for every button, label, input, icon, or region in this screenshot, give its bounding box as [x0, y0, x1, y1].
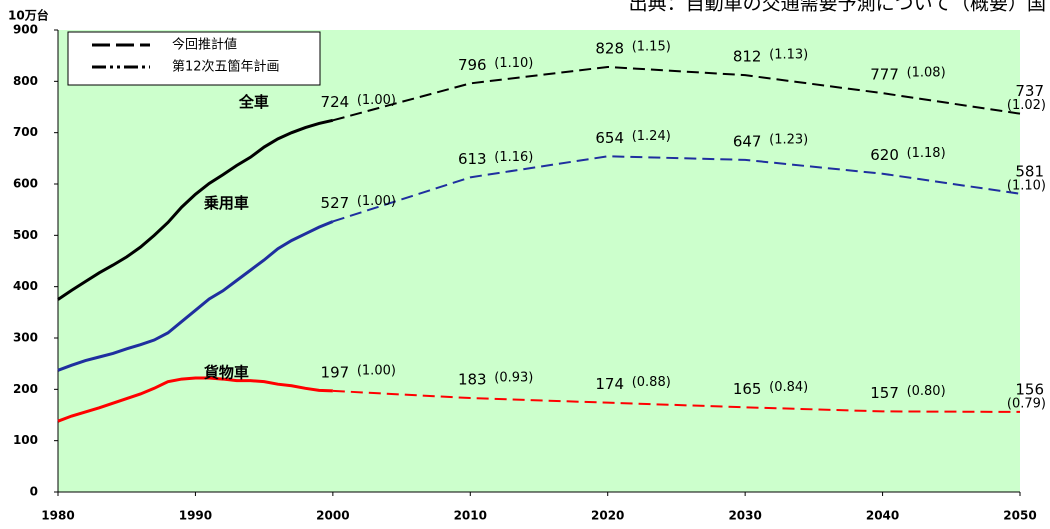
x-tick-label: 1980 [41, 509, 74, 523]
ratio-label: (0.88) [632, 375, 671, 390]
actual-line [57, 118, 334, 301]
source-note: 出典：自動車の交通需要予測について（概要）国 [629, 0, 1046, 15]
ratio-label: (1.15) [632, 39, 671, 54]
value-label: 724 [321, 93, 350, 111]
value-label: 165 [733, 380, 762, 398]
forecast-line [332, 389, 1021, 413]
ratio-label: (1.00) [357, 93, 396, 108]
ratio-label: (1.10) [494, 56, 533, 71]
ratio-label: (1.08) [907, 66, 946, 81]
ratio-label: (1.10) [1007, 178, 1046, 193]
value-label: 156 [1015, 380, 1044, 398]
ratio-label: (0.93) [494, 371, 533, 386]
value-label: 812 [733, 48, 762, 66]
value-label: 828 [595, 39, 624, 57]
value-label: 647 [733, 132, 762, 150]
ratio-label: (0.79) [1007, 396, 1046, 411]
ratio-label: (0.84) [769, 380, 808, 395]
value-label: 737 [1015, 82, 1044, 100]
y-tick-label: 900 [13, 23, 38, 37]
legend-label: 第12次五箇年計画 [172, 59, 280, 75]
legend-box [67, 31, 321, 86]
series-name: 貨物車 [204, 363, 249, 381]
forecast-line [332, 155, 1021, 223]
y-tick-label: 0 [30, 485, 38, 499]
ratio-label: (1.02) [1007, 98, 1046, 113]
x-tick-label: 2020 [591, 509, 624, 523]
ratio-label: (0.80) [907, 384, 946, 399]
ratio-label: (1.16) [494, 150, 533, 165]
x-tick-label: 1990 [179, 509, 212, 523]
value-label: 777 [870, 66, 899, 84]
y-unit: 10万台 [8, 8, 49, 23]
y-tick-label: 800 [13, 74, 38, 88]
actual-line [57, 220, 334, 372]
value-label: 581 [1015, 162, 1044, 180]
value-label: 654 [595, 129, 624, 147]
ratio-label: (1.00) [357, 363, 396, 378]
value-label: 174 [595, 375, 624, 393]
ratio-label: (1.13) [769, 48, 808, 63]
plot-area [58, 30, 1020, 492]
y-tick-label: 200 [13, 382, 38, 396]
series-name: 全車 [238, 93, 269, 111]
ratio-label: (1.24) [632, 129, 671, 144]
legend-label: 今回推計値 [172, 37, 237, 53]
y-tick-label: 100 [13, 433, 38, 447]
forecast-line [332, 65, 1021, 122]
value-label: 197 [321, 363, 350, 381]
value-label: 796 [458, 56, 487, 74]
ratio-label: (1.23) [769, 132, 808, 147]
series-name: 乗用車 [204, 194, 249, 212]
ratio-label: (1.00) [357, 194, 396, 209]
value-label: 620 [870, 146, 899, 164]
y-tick-label: 700 [13, 125, 38, 139]
value-label: 613 [458, 150, 487, 168]
y-tick-label: 600 [13, 177, 38, 191]
x-tick-label: 2000 [316, 509, 349, 523]
y-tick-label: 300 [13, 331, 38, 345]
actual-line [57, 376, 333, 423]
value-label: 157 [870, 384, 899, 402]
x-tick-label: 2010 [454, 509, 487, 523]
x-tick-label: 2040 [866, 509, 899, 523]
y-tick-label: 500 [13, 228, 38, 242]
value-label: 183 [458, 371, 487, 389]
ratio-label: (1.18) [907, 146, 946, 161]
y-tick-label: 400 [13, 279, 38, 293]
value-label: 527 [321, 194, 350, 212]
x-tick-label: 2050 [1003, 509, 1036, 523]
x-tick-label: 2030 [728, 509, 761, 523]
